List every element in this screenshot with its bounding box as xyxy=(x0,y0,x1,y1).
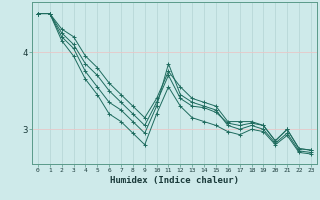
X-axis label: Humidex (Indice chaleur): Humidex (Indice chaleur) xyxy=(110,176,239,185)
